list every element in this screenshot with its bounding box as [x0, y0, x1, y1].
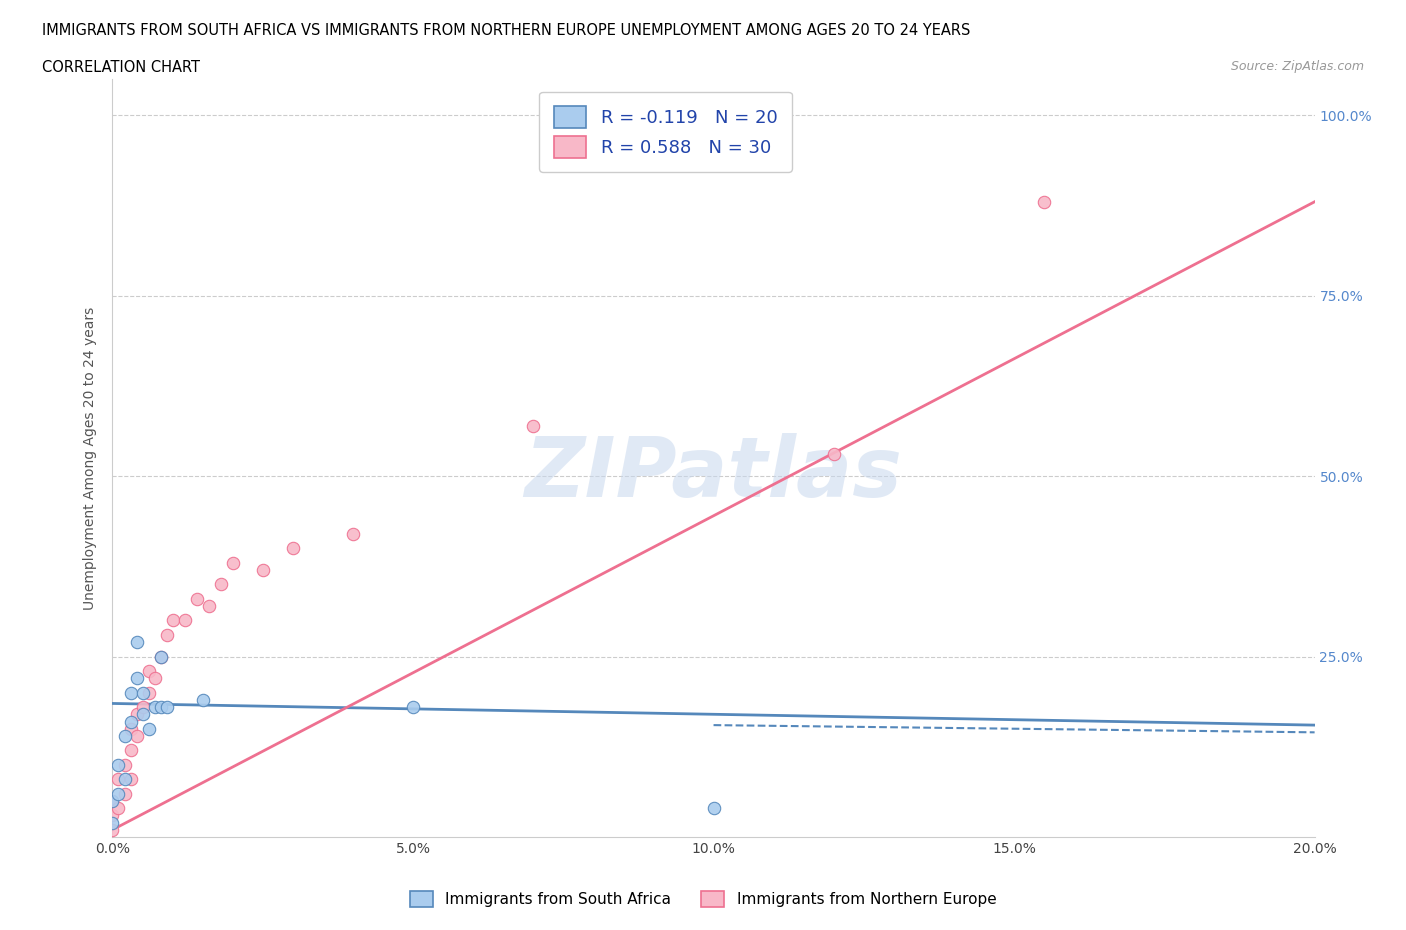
Point	[125, 707, 148, 722]
Point	[138, 722, 160, 737]
Point	[149, 699, 172, 714]
Point	[101, 815, 124, 830]
Legend: Immigrants from South Africa, Immigrants from Northern Europe: Immigrants from South Africa, Immigrants…	[402, 884, 1004, 915]
Point	[120, 714, 142, 729]
Point	[186, 591, 208, 606]
Point	[155, 628, 177, 643]
Point	[125, 671, 148, 685]
Point	[197, 599, 219, 614]
Point	[114, 757, 136, 772]
Point	[138, 685, 160, 700]
Point	[143, 699, 166, 714]
Point	[155, 699, 177, 714]
Point	[342, 526, 364, 541]
Point	[120, 722, 142, 737]
Point	[281, 541, 304, 556]
Point	[138, 663, 160, 678]
Point	[149, 649, 172, 664]
Point	[107, 786, 129, 801]
Point	[125, 728, 148, 743]
Point	[191, 693, 214, 708]
Point	[114, 772, 136, 787]
Point	[114, 728, 136, 743]
Point	[120, 772, 142, 787]
Point	[101, 793, 124, 808]
Legend: R = -0.119   N = 20, R = 0.588   N = 30: R = -0.119 N = 20, R = 0.588 N = 30	[538, 92, 792, 172]
Point	[131, 707, 153, 722]
Point	[114, 786, 136, 801]
Y-axis label: Unemployment Among Ages 20 to 24 years: Unemployment Among Ages 20 to 24 years	[83, 306, 97, 610]
Point	[522, 418, 544, 433]
Point	[107, 772, 129, 787]
Point	[209, 577, 232, 591]
Point	[222, 555, 245, 570]
Point	[252, 563, 274, 578]
Point	[101, 808, 124, 823]
Point	[120, 743, 142, 758]
Point	[823, 447, 845, 462]
Point	[101, 793, 124, 808]
Point	[143, 671, 166, 685]
Point	[120, 685, 142, 700]
Point	[162, 613, 184, 628]
Point	[149, 649, 172, 664]
Point	[1033, 194, 1056, 209]
Text: IMMIGRANTS FROM SOUTH AFRICA VS IMMIGRANTS FROM NORTHERN EUROPE UNEMPLOYMENT AMO: IMMIGRANTS FROM SOUTH AFRICA VS IMMIGRAN…	[42, 23, 970, 38]
Point	[101, 822, 124, 837]
Point	[131, 685, 153, 700]
Text: CORRELATION CHART: CORRELATION CHART	[42, 60, 200, 75]
Point	[702, 801, 725, 816]
Point	[131, 699, 153, 714]
Point	[107, 801, 129, 816]
Point	[125, 634, 148, 649]
Text: Source: ZipAtlas.com: Source: ZipAtlas.com	[1230, 60, 1364, 73]
Text: ZIPatlas: ZIPatlas	[524, 432, 903, 513]
Point	[402, 699, 425, 714]
Point	[107, 757, 129, 772]
Point	[173, 613, 195, 628]
